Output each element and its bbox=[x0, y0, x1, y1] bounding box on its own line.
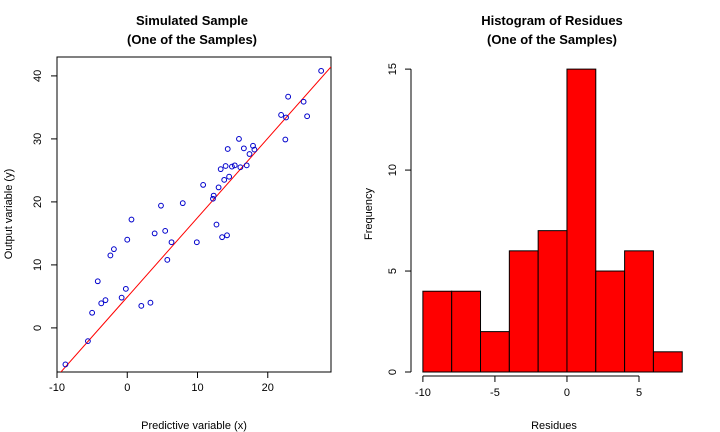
scatter-point bbox=[164, 256, 171, 263]
scatter-point bbox=[162, 227, 169, 234]
scatter-y-tick-label: 0 bbox=[32, 325, 44, 331]
scatter-point bbox=[94, 278, 101, 285]
scatter-point bbox=[229, 163, 235, 170]
scatter-point bbox=[215, 184, 222, 191]
scatter-point bbox=[118, 294, 125, 301]
histogram-bar bbox=[480, 331, 510, 373]
scatter-point bbox=[240, 145, 247, 152]
scatter-point bbox=[193, 239, 200, 246]
scatter-x-axis-label: Predictive variable (x) bbox=[141, 420, 247, 432]
scatter-point bbox=[217, 166, 224, 173]
scatter-point bbox=[224, 232, 230, 239]
scatter-point bbox=[278, 112, 285, 118]
scatter-point bbox=[111, 246, 117, 253]
histogram-x-tick-label: -5 bbox=[490, 387, 500, 399]
histogram-title-line2: (One of the Samples) bbox=[487, 32, 617, 47]
scatter-point bbox=[236, 136, 242, 142]
scatter-x-tick-label: 20 bbox=[262, 382, 274, 394]
scatter-point bbox=[138, 302, 145, 309]
scatter-point bbox=[243, 162, 250, 169]
scatter-point bbox=[250, 142, 256, 149]
scatter-point bbox=[300, 98, 307, 105]
scatter-point bbox=[168, 239, 175, 246]
scatter-point bbox=[231, 162, 238, 169]
scatter-y-tick-label: 40 bbox=[32, 70, 44, 82]
histogram-bar bbox=[624, 250, 654, 373]
histogram-bar bbox=[451, 290, 482, 373]
scatter-y-tick-label: 30 bbox=[32, 133, 44, 145]
regression-line-group bbox=[60, 66, 331, 372]
scatter-point bbox=[213, 221, 220, 228]
histogram-y-axis-label: Frequency bbox=[363, 188, 375, 240]
scatter-x-tick-label: 0 bbox=[124, 382, 130, 394]
scatter-x-tick-label: 10 bbox=[191, 382, 203, 394]
scatter-point bbox=[282, 136, 289, 143]
scatter-point bbox=[128, 216, 135, 223]
histogram-x-tick-label: -10 bbox=[415, 387, 431, 399]
histogram-y-tick-label: 0 bbox=[387, 369, 399, 375]
histogram-y-tick-label: 5 bbox=[387, 268, 399, 274]
scatter-point bbox=[122, 285, 129, 292]
scatter-point bbox=[222, 163, 229, 169]
scatter-point bbox=[179, 200, 186, 207]
scatter-title-line2: (One of the Samples) bbox=[127, 32, 257, 47]
histogram-bar bbox=[537, 230, 568, 373]
scatter-point bbox=[107, 252, 114, 259]
scatter-point bbox=[219, 234, 226, 241]
histogram-bars bbox=[422, 68, 683, 373]
histogram-panel: Histogram of Residues (One of the Sample… bbox=[363, 13, 683, 432]
histogram-x-tick-label: 0 bbox=[564, 387, 570, 399]
scatter-point bbox=[304, 113, 311, 120]
histogram-bar bbox=[652, 351, 683, 373]
scatter-point bbox=[210, 192, 217, 199]
histogram-bar bbox=[508, 250, 539, 373]
histogram-x-axis-label: Residues bbox=[531, 420, 577, 432]
histogram-y-tick-label: 15 bbox=[387, 63, 399, 75]
scatter-plot-frame bbox=[56, 56, 332, 373]
scatter-point bbox=[318, 67, 325, 74]
scatter-point bbox=[147, 299, 154, 306]
scatter-point bbox=[62, 361, 69, 368]
histogram-x-axis: -10 -5 0 5 bbox=[415, 375, 642, 399]
scatter-y-tick-label: 20 bbox=[32, 196, 44, 208]
scatter-point bbox=[85, 338, 91, 345]
histogram-bar bbox=[422, 290, 453, 373]
scatter-points bbox=[62, 67, 325, 368]
histogram-y-tick-label: 10 bbox=[387, 164, 399, 176]
histogram-x-tick-label: 5 bbox=[636, 387, 642, 399]
scatter-point bbox=[246, 151, 253, 157]
scatter-point bbox=[224, 146, 231, 152]
scatter-point bbox=[251, 146, 258, 153]
scatter-point bbox=[124, 236, 131, 243]
scatter-x-axis: -10 0 10 20 bbox=[49, 372, 274, 394]
scatter-point bbox=[285, 93, 292, 100]
scatter-title-line1: Simulated Sample bbox=[136, 13, 248, 28]
scatter-x-tick-label: -10 bbox=[49, 382, 65, 394]
histogram-title-line1: Histogram of Residues bbox=[481, 13, 623, 28]
scatter-point bbox=[98, 300, 105, 307]
scatter-point bbox=[226, 173, 233, 180]
histogram-bar bbox=[566, 68, 597, 373]
scatter-point bbox=[221, 176, 228, 183]
scatter-point bbox=[283, 114, 289, 121]
scatter-point bbox=[151, 230, 158, 237]
scatter-y-axis-label: Output variable (y) bbox=[3, 169, 15, 259]
scatter-y-tick-label: 10 bbox=[32, 259, 44, 271]
regression-line bbox=[60, 66, 331, 372]
scatter-point bbox=[89, 309, 96, 316]
scatter-panel: Simulated Sample (One of the Samples) -1… bbox=[3, 13, 332, 432]
scatter-point bbox=[210, 195, 216, 202]
scatter-point bbox=[158, 202, 164, 209]
scatter-y-axis: 0 10 20 30 40 bbox=[32, 70, 57, 331]
histogram-bar bbox=[595, 270, 626, 373]
histogram-y-axis: 0 5 10 15 bbox=[387, 63, 412, 375]
scatter-point bbox=[102, 297, 109, 304]
scatter-point bbox=[237, 164, 244, 171]
scatter-point bbox=[200, 181, 207, 188]
